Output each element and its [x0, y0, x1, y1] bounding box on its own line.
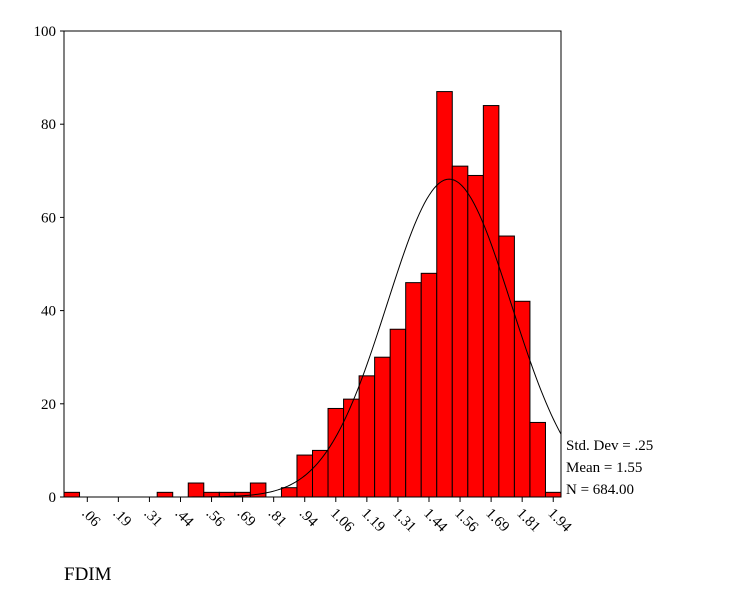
x-tick-label: .69	[234, 506, 259, 531]
histogram-bar	[327, 407, 345, 498]
histogram-bar	[544, 491, 562, 498]
x-tick-label: 1.31	[389, 506, 419, 536]
histogram-bar	[280, 487, 298, 498]
histogram-bar	[389, 328, 407, 498]
histogram-bar	[513, 300, 531, 498]
histogram-bar	[436, 91, 453, 498]
histogram-bar	[482, 105, 500, 498]
histogram-bar	[156, 491, 174, 498]
x-axis: .06 .19.31.44.56.69.81.94 1.06 1.19 1.31 1.44…	[78, 497, 575, 536]
stat-std-dev: Std. Dev = .25	[566, 438, 653, 454]
histogram-bar	[498, 235, 515, 498]
stat-n: N = 684.00	[566, 482, 634, 498]
histogram-bar	[467, 174, 484, 498]
y-axis: 0 20 40 60 80 100	[34, 24, 64, 506]
y-tick-label: 40	[41, 304, 56, 320]
normal-curve	[64, 178, 562, 498]
x-axis-label: FDIM	[64, 564, 112, 585]
x-tick-label: 1.69	[482, 506, 512, 536]
x-tick-label: .19	[110, 506, 135, 531]
histogram-bar	[451, 165, 469, 498]
x-tick-label: 1.44	[420, 506, 450, 536]
x-tick-label: .81	[265, 506, 290, 531]
y-tick-label: 100	[34, 24, 57, 40]
x-tick-label: 1.19	[358, 506, 388, 536]
stat-mean: Mean = 1.55	[566, 460, 642, 476]
x-tick-label: .06	[78, 506, 103, 531]
x-tick-label: 1.56	[451, 506, 481, 536]
histogram-bar	[63, 491, 81, 498]
x-tick-label: 1.94	[544, 506, 574, 536]
histogram-bar	[312, 449, 329, 498]
y-tick-label: 20	[41, 397, 56, 413]
histogram-bar	[374, 356, 391, 498]
x-tick-label: .31	[141, 506, 166, 531]
histogram-bar	[187, 482, 205, 498]
histogram-bar	[358, 375, 376, 498]
histogram-bar	[420, 272, 438, 498]
y-tick-label: 80	[41, 117, 56, 133]
histogram-bar	[529, 421, 546, 498]
x-tick-label: .44	[172, 506, 197, 531]
x-tick-label: .94	[296, 506, 321, 531]
y-tick-label: 60	[41, 210, 56, 226]
histogram-bar	[343, 398, 360, 498]
histogram-bar	[405, 282, 422, 498]
x-tick-label: 1.06	[327, 506, 357, 536]
y-tick-label: 0	[49, 490, 57, 506]
x-tick-label: 1.81	[513, 506, 543, 536]
x-tick-label: .56	[203, 506, 228, 531]
